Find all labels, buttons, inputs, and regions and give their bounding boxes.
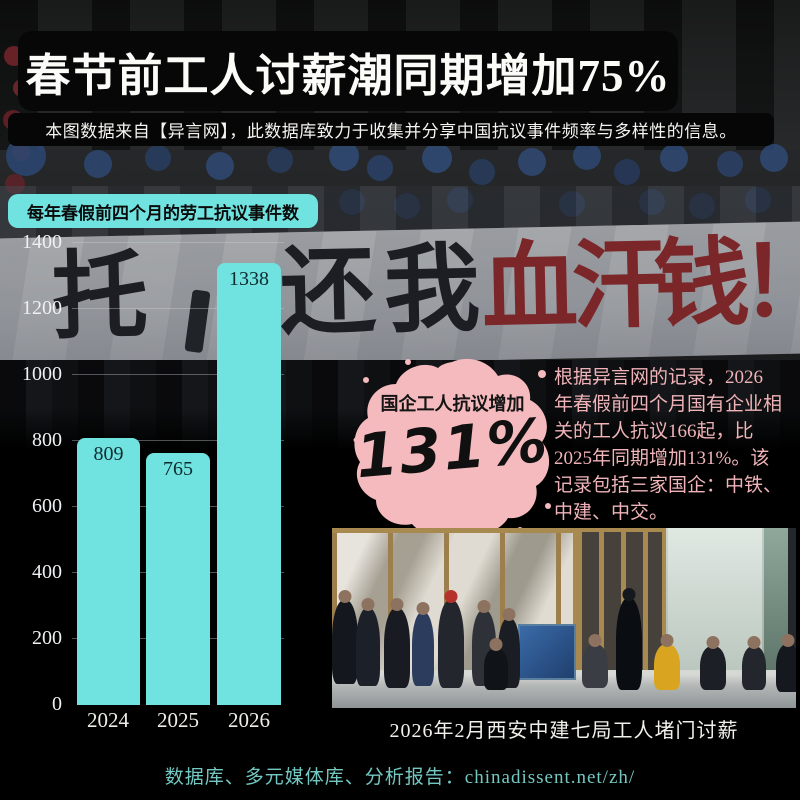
footer-links: 数据库、多元媒体库、分析报告：chinadissent.net/zh/ — [164, 767, 636, 788]
x-axis-tick: 2025 — [157, 708, 199, 732]
person-seated — [776, 644, 796, 692]
gridline-1200 — [72, 308, 284, 309]
y-axis-tick: 0 — [52, 693, 62, 715]
paragraph-line: 中建、中交。 — [554, 502, 669, 523]
highlight-caption: 国企工人抗议增加 — [380, 394, 525, 414]
person-yellow-jacket — [654, 644, 680, 690]
photo-caption: 2026年2月西安中建七局工人堵门讨薪 — [389, 720, 739, 742]
chart-title-badge: 每年春假前四个月的劳工抗议事件数 — [8, 194, 318, 228]
gridline-800 — [72, 440, 284, 441]
y-axis-tick: 1200 — [22, 297, 62, 319]
person-figure — [384, 608, 410, 688]
bar-2025: 765 — [146, 453, 210, 705]
person-seated — [484, 648, 508, 690]
photo-bottom — [332, 528, 796, 708]
y-axis-tick: 600 — [32, 495, 62, 517]
bar-value-label: 1338 — [229, 268, 269, 290]
person-figure — [332, 600, 358, 684]
paragraph-line: 记录包括三家国企：中铁、 — [554, 475, 783, 496]
bar-2026: 1338 — [217, 263, 281, 705]
person-seated — [742, 646, 766, 690]
gridline-1000 — [72, 374, 284, 375]
bar-value-label: 765 — [163, 458, 193, 480]
gridline-1400 — [72, 242, 284, 243]
x-axis-tick: 2026 — [228, 708, 270, 732]
y-axis-tick: 1000 — [22, 363, 62, 385]
paragraph-line: 根据异言网的记录，2026 — [554, 367, 764, 388]
y-axis-tick: 400 — [32, 561, 62, 583]
person-figure — [412, 612, 434, 686]
highlight-splash: 国企工人抗议增加 131% — [350, 356, 555, 536]
analysis-paragraph: 根据异言网的记录，2026 年春假前四个月国有企业相 关的工人抗议166起，比 … — [554, 364, 800, 526]
blue-sign — [518, 624, 576, 680]
paragraph-line: 2025年同期增加131%。该 — [554, 448, 770, 469]
x-axis-tick: 2024 — [87, 708, 129, 732]
paragraph-line: 关的工人抗议166起，比 — [554, 421, 754, 442]
bar-2024: 809 — [77, 438, 140, 705]
y-axis-tick: 200 — [32, 627, 62, 649]
page-title: 春节前工人讨薪潮同期增加75% — [25, 50, 671, 101]
title-banner: 春节前工人讨薪潮同期增加75% — [18, 31, 678, 111]
person-seated — [582, 644, 608, 688]
person-figure — [356, 608, 380, 686]
y-axis-tick: 1400 — [22, 231, 62, 253]
bar-value-label: 809 — [93, 443, 124, 465]
paragraph-line: 年春假前四个月国有企业相 — [554, 394, 783, 415]
person-seated — [700, 646, 726, 690]
police-figure — [616, 598, 642, 690]
source-note: 本图数据来自【异言网】，此数据库致力于收集并分享中国抗议事件频率与多样性的信息。 — [8, 113, 774, 146]
y-axis-tick: 800 — [32, 429, 62, 451]
person-red-beanie — [438, 600, 464, 688]
